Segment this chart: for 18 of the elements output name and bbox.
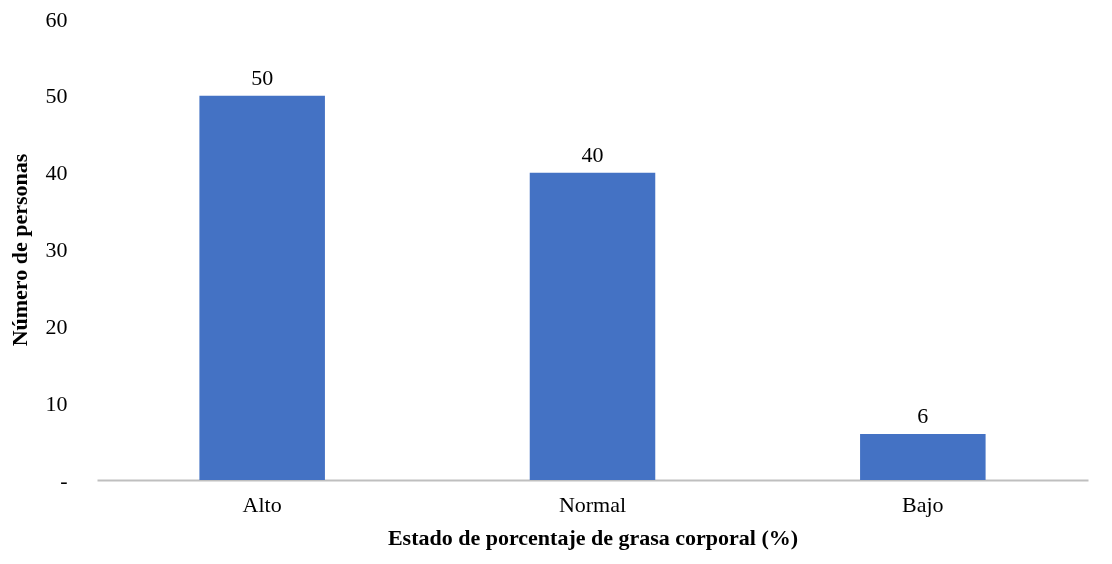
y-tick-label: 20 (45, 313, 68, 339)
x-tick-label: Normal (558, 491, 627, 517)
bar (199, 95, 325, 480)
x-tick-label: Alto (242, 491, 282, 517)
data-label: 50 (251, 64, 274, 90)
y-axis-title: Número de personas (6, 153, 32, 347)
y-tick-label: - (60, 467, 68, 493)
data-label: 6 (917, 402, 929, 428)
x-axis-title: Estado de porcentaje de grasa corporal (%) (387, 524, 799, 550)
bar (860, 433, 986, 480)
data-label: 40 (581, 141, 604, 167)
y-tick-label: 50 (45, 83, 68, 109)
y-tick-label: 10 (45, 390, 68, 416)
bar (529, 172, 656, 480)
y-tick-label: 30 (45, 237, 68, 262)
x-tick-label: Bajo (902, 491, 944, 517)
y-tick-label: 60 (45, 6, 68, 32)
y-tick-label: 40 (45, 160, 68, 186)
